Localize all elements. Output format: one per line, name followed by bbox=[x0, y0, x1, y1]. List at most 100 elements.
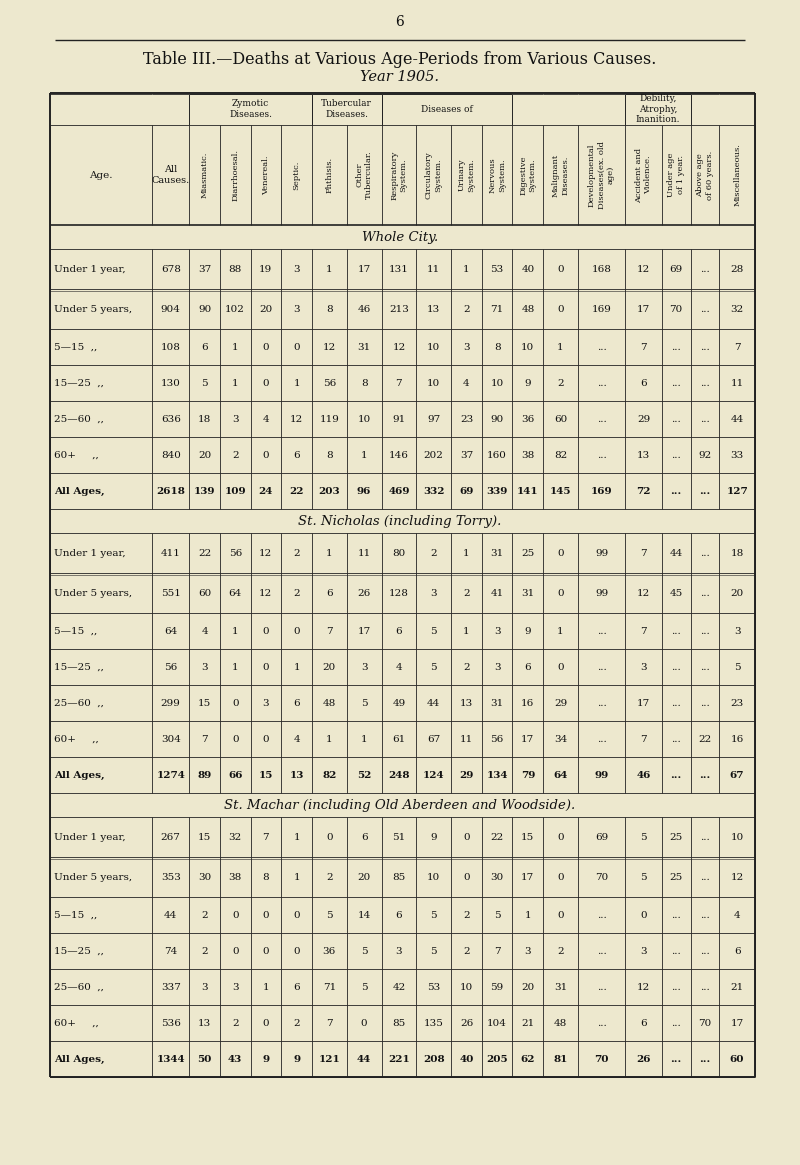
Text: All Ages,: All Ages, bbox=[54, 1054, 105, 1064]
Text: 141: 141 bbox=[517, 487, 538, 495]
Text: ...: ... bbox=[671, 627, 681, 635]
Text: 82: 82 bbox=[322, 770, 337, 779]
Text: ...: ... bbox=[597, 343, 606, 352]
Text: 36: 36 bbox=[322, 946, 336, 955]
Text: 0: 0 bbox=[262, 343, 270, 352]
Text: ...: ... bbox=[670, 770, 682, 779]
Text: 1: 1 bbox=[326, 264, 333, 274]
Text: 6: 6 bbox=[396, 15, 404, 29]
Text: 267: 267 bbox=[161, 833, 181, 841]
Text: ...: ... bbox=[597, 699, 606, 707]
Text: 2: 2 bbox=[201, 911, 208, 919]
Text: 5: 5 bbox=[430, 663, 437, 671]
Text: 13: 13 bbox=[637, 451, 650, 459]
Text: 12: 12 bbox=[730, 873, 744, 882]
Text: 1: 1 bbox=[525, 911, 531, 919]
Text: 4: 4 bbox=[201, 627, 208, 635]
Text: 0: 0 bbox=[294, 946, 300, 955]
Text: 169: 169 bbox=[590, 487, 612, 495]
Text: 16: 16 bbox=[730, 734, 744, 743]
Text: 5: 5 bbox=[430, 911, 437, 919]
Text: 20: 20 bbox=[322, 663, 336, 671]
Text: 22: 22 bbox=[698, 734, 711, 743]
Text: 3: 3 bbox=[232, 415, 238, 424]
Text: 2: 2 bbox=[326, 873, 333, 882]
Text: 145: 145 bbox=[550, 487, 571, 495]
Text: 12: 12 bbox=[322, 343, 336, 352]
Text: 1: 1 bbox=[232, 379, 238, 388]
Text: 131: 131 bbox=[389, 264, 409, 274]
Text: ...: ... bbox=[671, 663, 681, 671]
Text: 31: 31 bbox=[490, 699, 504, 707]
Text: 44: 44 bbox=[164, 911, 178, 919]
Text: Phthisis.: Phthisis. bbox=[326, 157, 334, 193]
Text: 0: 0 bbox=[262, 946, 270, 955]
Text: 4: 4 bbox=[294, 734, 300, 743]
Text: 10: 10 bbox=[460, 982, 473, 991]
Text: 1: 1 bbox=[232, 627, 238, 635]
Text: 22: 22 bbox=[490, 833, 504, 841]
Text: 127: 127 bbox=[726, 487, 748, 495]
Text: All
Causes.: All Causes. bbox=[152, 165, 190, 185]
Text: 337: 337 bbox=[161, 982, 181, 991]
Text: Other
Tubercular.: Other Tubercular. bbox=[355, 150, 373, 199]
Text: 2: 2 bbox=[294, 549, 300, 558]
Text: 6: 6 bbox=[294, 982, 300, 991]
Text: 15: 15 bbox=[258, 770, 273, 779]
Text: 70: 70 bbox=[594, 1054, 609, 1064]
Text: 48: 48 bbox=[522, 304, 534, 313]
Text: 1: 1 bbox=[326, 549, 333, 558]
Text: Above age
of 60 years.: Above age of 60 years. bbox=[696, 150, 714, 199]
Text: 44: 44 bbox=[730, 415, 744, 424]
Text: 1: 1 bbox=[232, 663, 238, 671]
Text: 44: 44 bbox=[427, 699, 440, 707]
Text: 7: 7 bbox=[640, 734, 646, 743]
Text: ...: ... bbox=[700, 663, 710, 671]
Text: 9: 9 bbox=[262, 1054, 270, 1064]
Text: 29: 29 bbox=[459, 770, 474, 779]
Text: 60: 60 bbox=[554, 415, 567, 424]
Text: 48: 48 bbox=[554, 1018, 567, 1028]
Text: 1: 1 bbox=[262, 982, 270, 991]
Text: 0: 0 bbox=[361, 1018, 367, 1028]
Text: ...: ... bbox=[700, 588, 710, 598]
Text: 11: 11 bbox=[427, 264, 440, 274]
Text: 3: 3 bbox=[494, 627, 501, 635]
Text: ...: ... bbox=[700, 833, 710, 841]
Text: 62: 62 bbox=[521, 1054, 535, 1064]
Text: 13: 13 bbox=[290, 770, 304, 779]
Text: 34: 34 bbox=[554, 734, 567, 743]
Text: 25: 25 bbox=[670, 873, 683, 882]
Text: 20: 20 bbox=[522, 982, 534, 991]
Text: 56: 56 bbox=[322, 379, 336, 388]
Text: 12: 12 bbox=[392, 343, 406, 352]
Text: 1: 1 bbox=[294, 663, 300, 671]
Text: 60+     ,,: 60+ ,, bbox=[54, 451, 98, 459]
Text: 1: 1 bbox=[463, 627, 470, 635]
Text: 10: 10 bbox=[522, 343, 534, 352]
Text: 85: 85 bbox=[392, 1018, 406, 1028]
Text: 139: 139 bbox=[194, 487, 215, 495]
Text: 13: 13 bbox=[198, 1018, 211, 1028]
Text: 71: 71 bbox=[322, 982, 336, 991]
Text: 17: 17 bbox=[358, 264, 370, 274]
Text: 3: 3 bbox=[494, 663, 501, 671]
Text: 5: 5 bbox=[734, 663, 741, 671]
Text: 5: 5 bbox=[494, 911, 501, 919]
Text: 411: 411 bbox=[161, 549, 181, 558]
Text: 2618: 2618 bbox=[156, 487, 185, 495]
Text: ...: ... bbox=[700, 415, 710, 424]
Text: Age.: Age. bbox=[90, 170, 113, 179]
Text: ...: ... bbox=[671, 699, 681, 707]
Text: 15: 15 bbox=[198, 833, 211, 841]
Text: 0: 0 bbox=[294, 627, 300, 635]
Text: ...: ... bbox=[671, 982, 681, 991]
Text: 7: 7 bbox=[326, 627, 333, 635]
Text: 80: 80 bbox=[392, 549, 406, 558]
Text: 6: 6 bbox=[294, 451, 300, 459]
Text: ...: ... bbox=[700, 873, 710, 882]
Text: 90: 90 bbox=[490, 415, 504, 424]
Text: 82: 82 bbox=[554, 451, 567, 459]
Text: 2: 2 bbox=[232, 1018, 238, 1028]
Text: 3: 3 bbox=[463, 343, 470, 352]
